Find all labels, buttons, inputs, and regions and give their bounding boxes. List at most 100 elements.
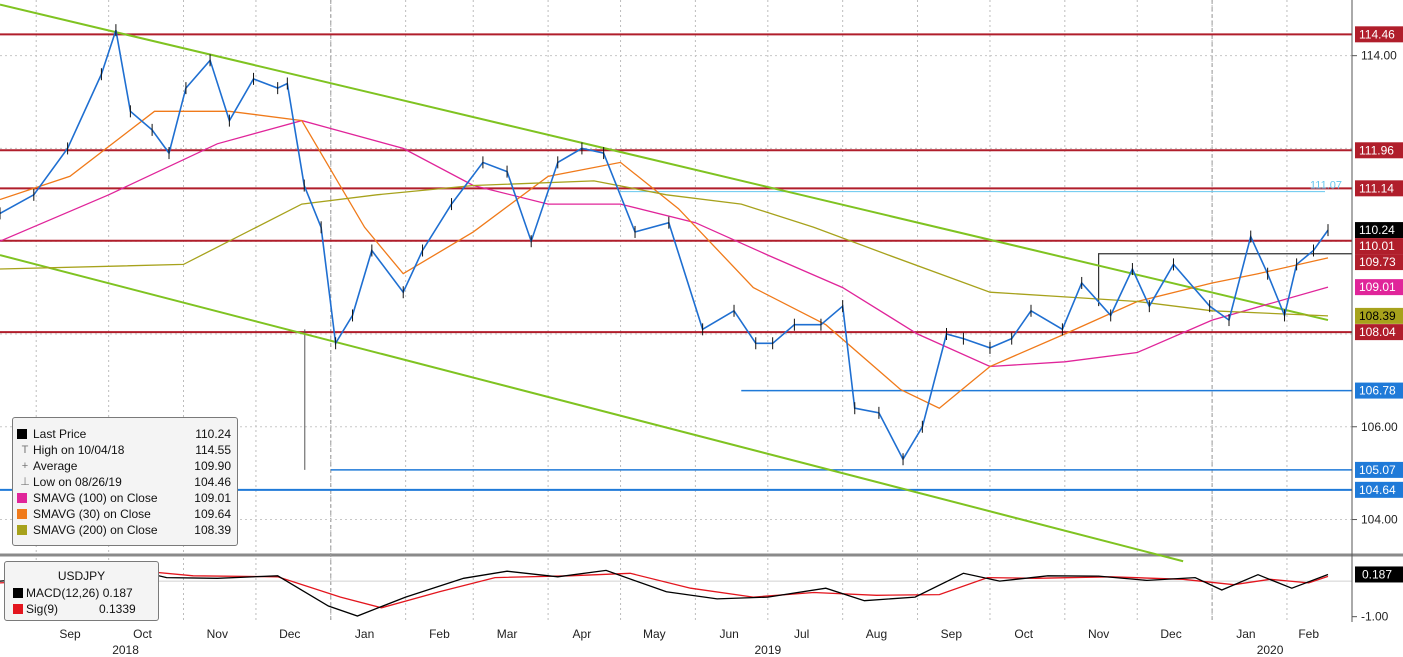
legend-value: 104.46 [194,475,231,489]
legend-value: 110.24 [195,427,231,441]
month-label: Oct [133,627,152,641]
legend-value: 109.64 [194,507,231,521]
macd-ticker-title: USDJPY [57,569,106,583]
price-tag-label: 106.78 [1359,384,1396,398]
signal-swatch [13,604,23,614]
month-label: Feb [1298,627,1319,641]
moving-average-line [0,119,1329,368]
legend-value: 108.39 [194,523,231,537]
legend-value: 109.01 [194,491,231,505]
price-tag-label: 108.04 [1359,325,1396,339]
trend-channel-line [0,3,1329,322]
month-label: Jun [720,627,739,641]
legend-label: Low on 08/26/19 [33,475,122,489]
legend-label: SMAVG (200) on Close [33,523,158,537]
price-tag-background [1355,481,1403,498]
month-label: Jul [794,627,809,641]
price-tag-background [1355,382,1403,399]
macd-legend-row: MACD(12,26) 0.187 [13,586,154,601]
year-label: 2020 [1257,643,1284,657]
price-line [0,29,1329,461]
price-tag-background [1355,324,1403,341]
macd-value: 0.187 [102,586,133,600]
month-label: May [643,627,666,641]
macd-swatch [13,588,23,598]
legend-label: SMAVG (100) on Close [33,491,158,505]
last-price-swatch [17,429,27,439]
month-label: Nov [207,627,228,641]
price-tag-label: 110.01 [1359,239,1395,253]
legend-row-last-price: Last Price 110.24 [17,426,233,442]
price-tag-label: 105.07 [1359,463,1396,477]
price-tag-background [1355,222,1403,239]
month-label: Dec [1160,627,1181,641]
price-tag-label: 111.14 [1359,181,1394,195]
signal-value: 0.1339 [99,602,136,616]
legend-row-average: + Average 109.90 [17,458,233,474]
price-tag-label: 104.64 [1359,483,1396,497]
y-tick-label: 104.00 [1361,513,1398,527]
average-marker-icon: + [21,460,29,472]
month-label: Sep [59,627,81,641]
legend-row-low: ⊥ Low on 08/26/19 104.46 [17,474,233,490]
signal-label: Sig(9) [26,602,59,616]
price-tag-background [1355,279,1403,296]
legend-value: 114.55 [195,443,231,457]
price-tag-label: 114.46 [1359,27,1395,41]
y-tick-label: 106.00 [1361,420,1398,434]
month-label: Sep [941,627,963,641]
sma30-swatch [17,509,27,519]
price-legend: Last Price 110.24 T High on 10/04/18 114… [12,417,238,546]
month-label: Mar [497,627,518,641]
signal-legend-row: Sig(9) 0.1339 [13,602,154,617]
price-tag-background [1355,307,1403,324]
high-marker-icon: T [21,444,29,456]
price-tag-background [1355,238,1403,255]
trend-channel-line [0,254,1184,563]
price-tag-label: 111.96 [1359,143,1394,157]
price-tag-label: 110.24 [1359,223,1395,237]
legend-value: 109.90 [194,459,231,473]
macd-legend: USDJPY MACD(12,26) 0.187 Sig(9) 0.1339 [4,561,159,621]
sma100-swatch [17,493,27,503]
month-label: Dec [279,627,300,641]
macd-label: MACD(12,26) [26,586,100,600]
legend-row-sma30: SMAVG (30) on Close 109.64 [17,506,233,522]
moving-average-line [0,110,1329,409]
legend-label: High on 10/04/18 [33,443,125,457]
resistance-box-line [1098,253,1352,307]
macd-tag-background [1355,566,1403,583]
price-tag-label: 109.73 [1359,255,1396,269]
macd-plot-area [0,558,1352,622]
price-tag-background [1355,26,1403,43]
sma200-swatch [17,525,27,535]
month-label: Jan [1236,627,1255,641]
low-marker-icon: ⊥ [20,476,30,488]
price-tag-background [1355,254,1403,271]
macd-line [0,565,1329,617]
price-tag-background [1355,180,1403,197]
y-tick-label: 114.00 [1361,49,1397,63]
macd-tick-label: -1.00 [1361,610,1389,624]
legend-label: Average [33,459,78,473]
legend-row-sma100: SMAVG (100) on Close 109.01 [17,490,233,506]
macd-tag-label: 0.187 [1362,567,1392,581]
price-tag-background [1355,461,1403,478]
month-label: Jan [355,627,374,641]
moving-average-line [0,180,1329,317]
legend-label: SMAVG (30) on Close [33,507,151,521]
month-label: Apr [573,627,592,641]
legend-row-high: T High on 10/04/18 114.55 [17,442,233,458]
price-tag-label: 109.01 [1359,280,1396,294]
year-label: 2018 [112,643,139,657]
legend-row-sma200: SMAVG (200) on Close 108.39 [17,522,233,538]
price-tag-label: 108.39 [1359,309,1396,323]
year-label: 2019 [754,643,781,657]
resistance-line-label: 111.07 [1310,180,1342,192]
month-label: Feb [429,627,450,641]
legend-label: Last Price [33,427,87,441]
price-tag-background [1355,142,1403,159]
month-label: Nov [1088,627,1109,641]
month-label: Aug [866,627,887,641]
